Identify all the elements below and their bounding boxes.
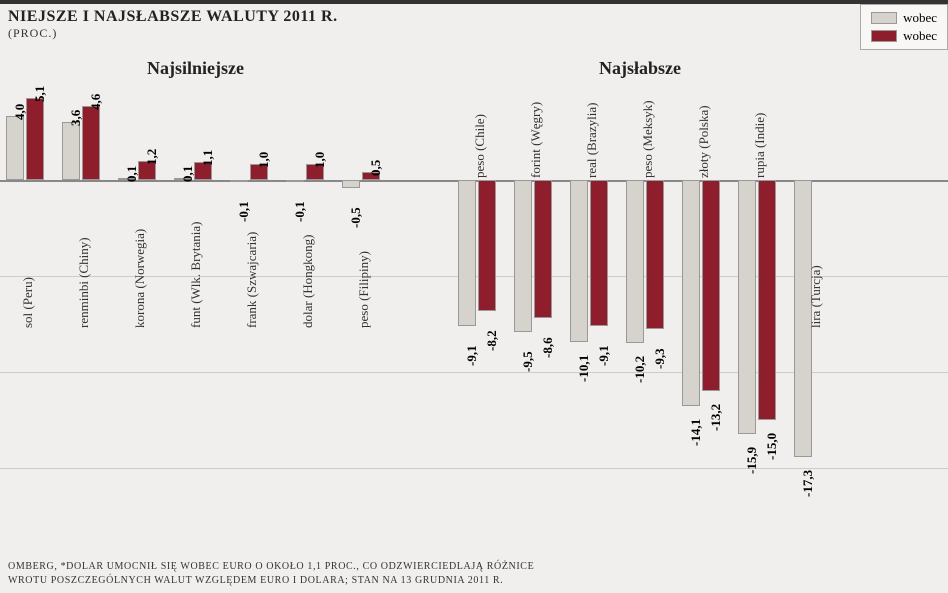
chart-subtitle: (PROC.) bbox=[8, 26, 338, 41]
value-label: 1,2 bbox=[144, 149, 160, 165]
value-label: -9,1 bbox=[464, 345, 480, 366]
bar-group: -0,11,0dolar (Hongkong) bbox=[286, 90, 324, 510]
value-label: -9,3 bbox=[652, 348, 668, 369]
bar bbox=[342, 180, 360, 188]
bar bbox=[6, 116, 24, 180]
bar bbox=[626, 180, 644, 343]
section-label-weakest: Najsłabsze bbox=[599, 58, 681, 79]
footnote: OMBERG, *DOLAR UMOCNIŁ SIĘ WOBEC EURO O … bbox=[8, 560, 728, 587]
bar bbox=[26, 98, 44, 180]
bar bbox=[230, 180, 248, 182]
bar-group: -15,9-15,0rupia (Indie) bbox=[738, 90, 776, 510]
bar bbox=[478, 180, 496, 311]
value-label: -15,9 bbox=[744, 447, 760, 474]
bar-group: -0,50,5peso (Filipiny) bbox=[342, 90, 380, 510]
category-label: korona (Norwegia) bbox=[132, 229, 148, 328]
bar-group: -10,2-9,3peso (Meksyk) bbox=[626, 90, 664, 510]
bar-group: -10,1-9,1real (Brazylia) bbox=[570, 90, 608, 510]
value-label: -8,2 bbox=[484, 331, 500, 352]
bar-group: -0,11,0frank (Szwajcaria) bbox=[230, 90, 268, 510]
category-label: peso (Meksyk) bbox=[640, 100, 656, 178]
bar-group: 0,11,1funt (Wlk. Brytania) bbox=[174, 90, 212, 510]
bar bbox=[590, 180, 608, 326]
bar-group: -9,5-8,6forint (Węgry) bbox=[514, 90, 552, 510]
value-label: -15,0 bbox=[764, 433, 780, 460]
bar-group: -9,1-8,2peso (Chile) bbox=[458, 90, 496, 510]
bar bbox=[646, 180, 664, 329]
legend-label-1: wobec bbox=[903, 10, 937, 26]
legend: wobec wobec bbox=[860, 4, 948, 50]
legend-swatch-light bbox=[871, 12, 897, 24]
bar-group: -14,1-13,2złoty (Polska) bbox=[682, 90, 720, 510]
category-label: rupia (Indie) bbox=[752, 113, 768, 178]
bar bbox=[82, 106, 100, 180]
category-label: sol (Peru) bbox=[20, 277, 36, 328]
section-label-strongest: Najsilniejsze bbox=[147, 58, 244, 79]
legend-label-2: wobec bbox=[903, 28, 937, 44]
value-label: -17,3 bbox=[800, 470, 816, 497]
bar bbox=[286, 180, 304, 182]
chart-title: NIEJSZE I NAJSŁABSZE WALUTY 2011 R. bbox=[8, 8, 338, 26]
value-label: -0,1 bbox=[236, 201, 252, 222]
category-label: lira (Turcja) bbox=[808, 265, 824, 328]
value-label: 4,6 bbox=[88, 94, 104, 110]
category-label: frank (Szwajcaria) bbox=[244, 232, 260, 328]
bar bbox=[758, 180, 776, 420]
category-label: dolar (Hongkong) bbox=[300, 234, 316, 328]
category-label: real (Brazylia) bbox=[584, 103, 600, 178]
footnote-line-1: OMBERG, *DOLAR UMOCNIŁ SIĘ WOBEC EURO O … bbox=[8, 561, 534, 572]
bar bbox=[570, 180, 588, 342]
title-block: NIEJSZE I NAJSŁABSZE WALUTY 2011 R. (PRO… bbox=[8, 8, 338, 41]
bar-group: 3,64,6renminbi (Chiny) bbox=[62, 90, 100, 510]
category-label: złoty (Polska) bbox=[696, 105, 712, 178]
value-label: -13,2 bbox=[708, 404, 724, 431]
bar bbox=[458, 180, 476, 326]
category-label: renminbi (Chiny) bbox=[76, 237, 92, 328]
bar-group: -17,3 lira (Turcja) bbox=[794, 90, 832, 510]
value-label: 1,0 bbox=[256, 152, 272, 168]
value-label: -10,2 bbox=[632, 356, 648, 383]
bar bbox=[702, 180, 720, 391]
category-label: peso (Filipiny) bbox=[356, 251, 372, 328]
legend-row-2: wobec bbox=[871, 27, 937, 45]
bar bbox=[514, 180, 532, 332]
value-label: 5,1 bbox=[32, 86, 48, 102]
bar bbox=[62, 122, 80, 180]
chart-area: 4,05,1sol (Peru) 3,64,6renminbi (Chiny) 0,… bbox=[0, 90, 948, 510]
bar-group: 4,05,1sol (Peru) bbox=[6, 90, 44, 510]
value-label: -10,1 bbox=[576, 355, 592, 382]
value-label: -0,1 bbox=[292, 201, 308, 222]
legend-row-1: wobec bbox=[871, 9, 937, 27]
legend-swatch-dark bbox=[871, 30, 897, 42]
bar bbox=[738, 180, 756, 434]
bar-group: 0,11,2korona (Norwegia) bbox=[118, 90, 156, 510]
value-label: 0,5 bbox=[368, 160, 384, 176]
category-label: funt (Wlk. Brytania) bbox=[188, 222, 204, 329]
value-label: 1,0 bbox=[312, 152, 328, 168]
value-label: -9,5 bbox=[520, 351, 536, 372]
value-label: -0,5 bbox=[348, 207, 364, 228]
category-label: forint (Węgry) bbox=[528, 102, 544, 178]
value-label: 1,1 bbox=[200, 150, 216, 166]
bar bbox=[682, 180, 700, 406]
value-label: -14,1 bbox=[688, 419, 704, 446]
value-label: -8,6 bbox=[540, 337, 556, 358]
category-label: peso (Chile) bbox=[472, 114, 488, 178]
bar bbox=[534, 180, 552, 318]
footnote-line-2: WROTU POSZCZEGÓLNYCH WALUT WZGLĘDEM EURO… bbox=[8, 575, 503, 586]
value-label: -9,1 bbox=[596, 345, 612, 366]
